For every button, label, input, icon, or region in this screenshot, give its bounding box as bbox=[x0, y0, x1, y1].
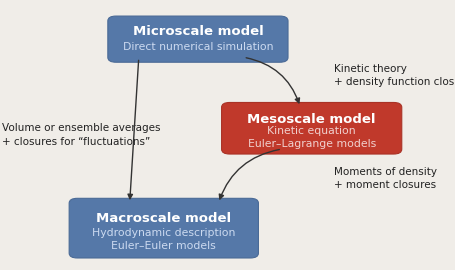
Text: Macroscale model: Macroscale model bbox=[96, 212, 231, 225]
FancyBboxPatch shape bbox=[222, 102, 402, 154]
FancyBboxPatch shape bbox=[69, 198, 258, 258]
Text: Hydrodynamic description
Euler–Euler models: Hydrodynamic description Euler–Euler mod… bbox=[92, 228, 236, 251]
FancyBboxPatch shape bbox=[108, 16, 288, 62]
Text: Microscale model: Microscale model bbox=[132, 25, 263, 38]
Text: Kinetic equation
Euler–Lagrange models: Kinetic equation Euler–Lagrange models bbox=[248, 126, 376, 149]
Text: Kinetic theory
+ density function closures: Kinetic theory + density function closur… bbox=[334, 64, 455, 87]
Text: Moments of density
+ moment closures: Moments of density + moment closures bbox=[334, 167, 437, 190]
Text: Direct numerical simulation: Direct numerical simulation bbox=[123, 42, 273, 52]
Text: Mesoscale model: Mesoscale model bbox=[248, 113, 376, 126]
Text: Volume or ensemble averages
+ closures for “fluctuations”: Volume or ensemble averages + closures f… bbox=[2, 123, 161, 147]
